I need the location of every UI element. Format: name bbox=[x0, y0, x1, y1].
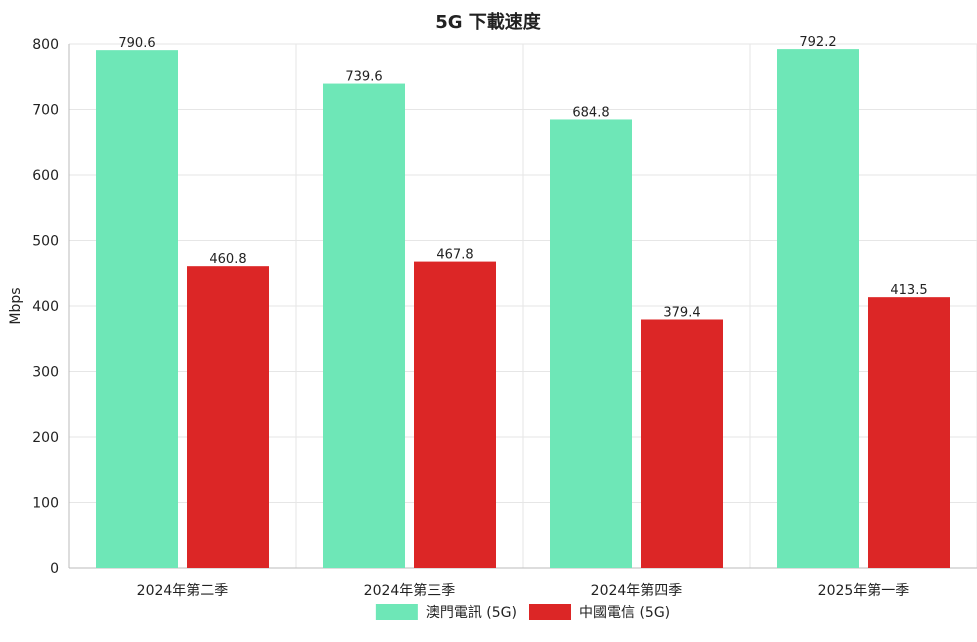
data-labels: 790.6 460.8 739.6 467.8 684.8 379.4 792.2 413.5 bbox=[118, 35, 927, 320]
bar bbox=[323, 83, 405, 568]
x-tick-label: 2024年第二季 bbox=[137, 582, 229, 599]
bar-value-label: 790.6 bbox=[118, 36, 155, 51]
bars bbox=[96, 49, 950, 569]
y-tick-label: 600 bbox=[32, 168, 59, 184]
bar bbox=[96, 50, 178, 569]
bar-value-label: 792.2 bbox=[799, 35, 836, 50]
bar bbox=[868, 297, 950, 568]
chart-title: 5G 下載速度 bbox=[435, 11, 542, 33]
y-axis-label: Mbps bbox=[8, 287, 24, 324]
legend-label: 中國電信 (5G) bbox=[579, 605, 670, 621]
legend-label: 澳門電訊 (5G) bbox=[426, 605, 517, 621]
y-tick-label: 200 bbox=[32, 430, 59, 446]
y-tick-label: 300 bbox=[32, 365, 59, 381]
legend-swatch bbox=[529, 604, 571, 620]
axes: 0 100 200 300 400 500 600 700 800 2024年第二季 2024年第三… bbox=[32, 37, 977, 599]
legend-item[interactable]: 中國電信 (5G) bbox=[529, 604, 670, 621]
bar-value-label: 379.4 bbox=[663, 305, 700, 320]
legend: 澳門電訊 (5G) 中國電信 (5G) bbox=[375, 604, 670, 621]
y-tick-label: 100 bbox=[32, 496, 59, 512]
bar-value-label: 413.5 bbox=[890, 283, 927, 298]
bar bbox=[550, 119, 632, 569]
x-tick-label: 2024年第四季 bbox=[591, 582, 683, 599]
y-tick-label: 500 bbox=[32, 234, 59, 250]
bar-value-label: 460.8 bbox=[209, 252, 246, 267]
y-tick-label: 700 bbox=[32, 103, 59, 119]
bar-value-label: 467.8 bbox=[436, 248, 473, 263]
bar bbox=[777, 49, 859, 568]
legend-swatch bbox=[375, 604, 418, 620]
y-tick-label: 800 bbox=[32, 37, 59, 53]
y-tick-label: 0 bbox=[50, 561, 59, 577]
bar bbox=[641, 319, 723, 568]
bar bbox=[414, 261, 496, 568]
y-tick-label: 400 bbox=[32, 299, 59, 315]
x-tick-label: 2025年第一季 bbox=[818, 582, 910, 599]
x-tick-label: 2024年第三季 bbox=[364, 582, 456, 599]
bar-value-label: 684.8 bbox=[572, 105, 609, 120]
legend-item[interactable]: 澳門電訊 (5G) bbox=[375, 604, 517, 621]
bar-value-label: 739.6 bbox=[345, 70, 382, 85]
bar bbox=[187, 266, 269, 568]
